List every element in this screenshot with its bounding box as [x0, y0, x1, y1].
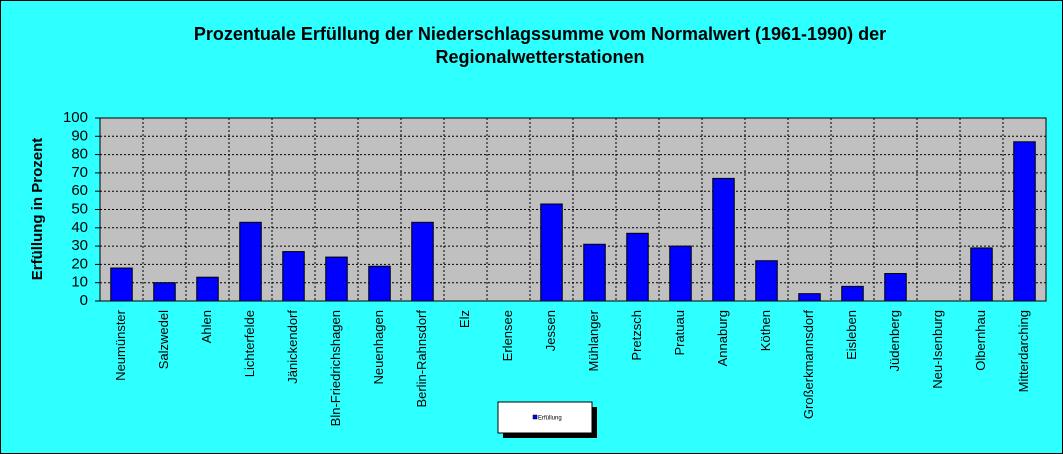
y-tick-label: 60 — [71, 182, 88, 199]
legend-box — [497, 401, 593, 434]
x-tick-label: Mühlanger — [586, 309, 601, 371]
y-tick-label: 10 — [71, 274, 88, 291]
y-tick-label: 20 — [71, 255, 88, 272]
y-tick-label: 30 — [71, 237, 88, 254]
x-tick-label: Berlin-Rahnsdorf — [414, 310, 429, 408]
x-tick-label: Neu-Isenburg — [930, 310, 945, 389]
bar — [884, 273, 907, 302]
bar — [841, 285, 864, 302]
bar — [282, 251, 305, 302]
y-tick-label: 0 — [80, 292, 88, 309]
x-tick-label: Pretzsch — [629, 310, 644, 361]
x-tick-label: Großerkmannsdorf — [801, 310, 816, 419]
bar — [583, 243, 606, 302]
legend-swatch — [532, 414, 538, 420]
bar — [368, 265, 391, 302]
x-tick-label: Olbernhau — [973, 310, 988, 371]
legend-label: Erfüllung — [538, 416, 562, 422]
x-tick-label: Köthen — [758, 310, 773, 351]
bar — [1013, 141, 1036, 302]
y-tick-label: 80 — [71, 146, 88, 163]
bar — [669, 245, 692, 302]
x-tick-label: Ahlen — [199, 310, 214, 343]
x-tick-label: Erlensee — [500, 310, 515, 361]
bar — [196, 276, 219, 302]
bar — [325, 256, 348, 302]
y-tick-label: 70 — [71, 164, 88, 181]
x-tick-label: Lichterfelde — [242, 310, 257, 377]
x-tick-label: Annaburg — [715, 310, 730, 366]
x-tick-label: Salzwedel — [156, 310, 171, 369]
x-tick-label: Bln-Friedrichshagen — [328, 310, 343, 426]
x-tick-label: Jessen — [543, 310, 558, 351]
chart-title: Prozentuale Erfüllung der Niederschlagss… — [194, 24, 886, 44]
x-tick-label: Elz — [457, 310, 472, 328]
bar — [239, 221, 262, 302]
x-tick-label: Pratuau — [672, 310, 687, 356]
y-tick-label: 50 — [71, 200, 88, 217]
x-tick-label: Eisleben — [844, 310, 859, 360]
bar — [540, 203, 563, 302]
x-tick-label: Mitterdarching — [1016, 310, 1031, 392]
y-tick-label: 40 — [71, 219, 88, 236]
bar — [411, 221, 434, 302]
bar — [755, 260, 778, 302]
bar — [970, 247, 993, 302]
x-tick-label: Jänickendorf — [285, 310, 300, 384]
bar — [712, 177, 735, 302]
bar — [626, 232, 649, 302]
bar — [153, 282, 176, 302]
x-tick-label: Jüdenberg — [887, 310, 902, 371]
y-tick-label: 100 — [63, 109, 88, 126]
y-axis-label: Erfüllung in Prozent — [29, 138, 46, 281]
bar — [110, 267, 133, 302]
x-tick-label: Neuenhagen — [371, 310, 386, 384]
bar — [798, 293, 821, 302]
chart-title: Regionalwetterstationen — [435, 47, 644, 67]
y-tick-label: 90 — [71, 127, 88, 144]
x-tick-label: Neumünster — [113, 309, 128, 380]
